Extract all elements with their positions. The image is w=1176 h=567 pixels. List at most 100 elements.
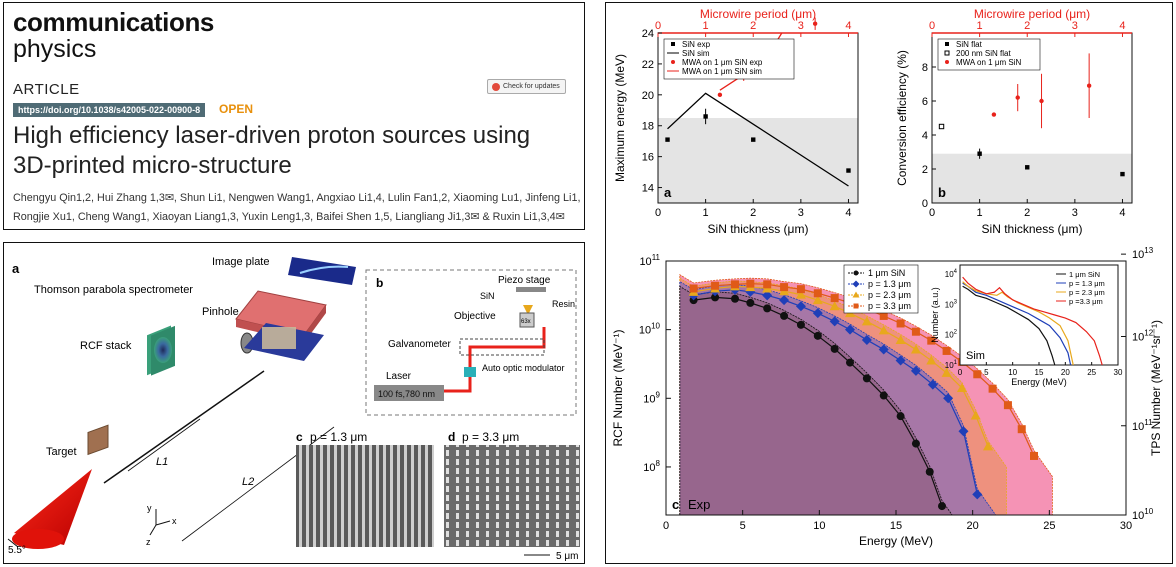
inset-x-tick-label: 15 [1035,368,1044,377]
top-x-tick-label: 1 [977,20,983,32]
spectrum-point [796,320,805,329]
y-tick-label: 14 [642,183,654,195]
image-plate [288,257,356,285]
check-for-updates-button[interactable]: Check for updates [487,79,566,94]
x-tick-label: 4 [1119,207,1125,219]
spectrum-point [846,358,854,367]
check-updates-icon [492,83,500,91]
l1-label: L1 [156,456,168,468]
aom-crystal [464,367,476,377]
x-tick-label: 5 [740,520,746,532]
inset-series-line [962,276,1103,366]
spectrum-point [731,294,739,303]
spectrum-point [879,391,888,400]
spectrum-point [1030,451,1038,460]
target [87,424,109,456]
legend-entry: MWA on 1 μm SiN exp [682,58,763,67]
top-x-tick-label: 0 [929,20,935,32]
x-tick-label: 2 [1024,207,1030,219]
spectrum-point [711,281,720,290]
legend-entry: SiN flat [956,40,983,49]
inset-y-tick-label: 103 [945,299,958,309]
printing-system-inset [365,269,577,416]
spectrum-point [910,365,921,376]
legend-entry: SiN sim [682,49,710,58]
spectrum-point [896,319,905,328]
top-x-tick-label: 1 [703,20,709,32]
spectrum-point [988,384,997,393]
data-point [977,151,982,156]
exponent: 2 [954,330,958,336]
left-y-tick-label: 109 [643,390,660,405]
shaded-region [932,153,1132,203]
data-point [991,112,997,117]
inset-x-tick-label: 25 [1087,368,1096,377]
author-line-1[interactable]: Chengyu Qin1,2, Hui Zhang 1,3✉, Shun Li1… [13,192,581,204]
top-x-tick-label: 4 [1119,20,1125,32]
coordinate-axes [149,509,171,536]
aom-label: Auto optic modulator [482,363,565,373]
spectrum-point [896,412,905,421]
inset-legend-entry: p = 1.3 μm [1069,279,1105,288]
legend-entry: p = 1.3 μm [868,279,911,289]
x-tick-label: 10 [813,520,825,532]
laser-spec-label: 100 fs,780 nm [378,389,435,399]
top-axis-title: Microwire period (μm) [974,7,1090,21]
x-tick-label: 30 [1120,520,1132,532]
sem-d-label: p = 3.3 μm [462,430,519,444]
x-tick-label: 3 [1072,207,1078,219]
exponent: 10 [651,322,660,331]
spectrum-point [956,383,967,392]
inset-x-tick-label: 30 [1114,368,1123,377]
laser-source-box [374,385,444,401]
laser-cone-base [12,529,64,549]
author-line-2[interactable]: Rongjie Xu1, Cheng Wang1, Xiaoyan Liang1… [13,211,565,223]
x-tick-label: 0 [663,520,669,532]
right-y-axis-title: TPS Number (MeV⁻¹sr⁻¹) [1149,320,1163,456]
journal-name-line1: communications [13,7,214,37]
spectrum-point [926,355,937,365]
data-point [665,137,670,142]
l2-label: L2 [242,476,254,488]
annotation-exp: Exp [688,497,710,512]
top-x-tick-label: 0 [655,20,661,32]
scale-bar-label: 5 μm [556,551,578,562]
exponent: 4 [954,269,958,275]
top-x-tick-label: 4 [845,20,851,32]
data-point [1120,171,1125,177]
x-tick-label: 0 [929,207,935,219]
resin-label: Resin [552,299,575,309]
panel-label-a: a [12,261,20,276]
legend-entry: MWA on 1 μm SiN [956,58,1021,67]
spectrum-point [746,279,755,288]
spectrum-point [943,393,954,404]
data-point [703,114,708,119]
panel-label-d: d [448,430,455,444]
y-tick-label: 0 [922,198,928,210]
spectrum-point [1017,425,1026,434]
axis-x-label: x [172,516,177,526]
doi-link[interactable]: https://doi.org/10.1038/s42005-022-00900… [13,103,206,117]
spectrum-point [878,325,889,335]
shaded-region [658,118,858,203]
axis-y-label: y [147,503,152,513]
left-y-tick-label: 1010 [639,322,661,337]
x-tick-label: 15 [890,520,902,532]
check-updates-label: Check for updates [503,83,560,90]
top-x-tick-label: 2 [1024,20,1030,32]
inset-y-tick-label: 101 [945,360,958,370]
y-axis-title: Maximum energy (MeV) [613,54,627,182]
spectrum-point [911,327,920,336]
article-type-label: ARTICLE [13,81,80,98]
spectrum-point [763,280,772,289]
spectrum-point [813,289,822,298]
chart-proton-spectra: 0 5 10 15 20 25 301081091010101110101011101210… [611,246,1163,548]
spectrum-point [746,298,755,307]
data-point [1039,98,1044,104]
legend-entry: MWA on 1 μm SiN sim [682,67,762,76]
exponent: 11 [1144,418,1153,427]
top-axis-title: Microwire period (μm) [700,7,816,21]
inset-series-line [962,285,1056,366]
y-tick-label: 4 [922,130,928,142]
y-axis-title: Conversion efficiency (%) [895,50,909,186]
